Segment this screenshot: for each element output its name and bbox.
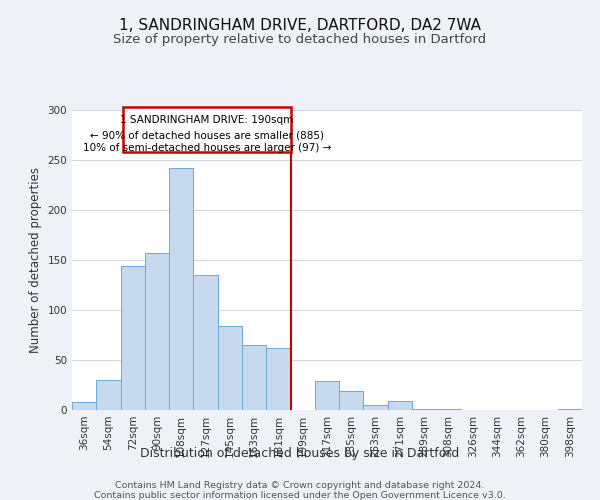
Text: 1, SANDRINGHAM DRIVE, DARTFORD, DA2 7WA: 1, SANDRINGHAM DRIVE, DARTFORD, DA2 7WA bbox=[119, 18, 481, 32]
Text: Contains HM Land Registry data © Crown copyright and database right 2024.: Contains HM Land Registry data © Crown c… bbox=[115, 481, 485, 490]
Bar bbox=[169, 168, 193, 410]
Bar bbox=[121, 266, 145, 410]
Text: Distribution of detached houses by size in Dartford: Distribution of detached houses by size … bbox=[140, 448, 460, 460]
Y-axis label: Number of detached properties: Number of detached properties bbox=[29, 167, 42, 353]
Bar bbox=[339, 391, 364, 410]
Bar bbox=[96, 380, 121, 410]
Bar bbox=[388, 401, 412, 410]
Bar bbox=[558, 409, 582, 410]
Bar bbox=[412, 409, 436, 410]
Text: 10% of semi-detached houses are larger (97) →: 10% of semi-detached houses are larger (… bbox=[83, 143, 331, 153]
Bar bbox=[193, 275, 218, 410]
Text: ← 90% of detached houses are smaller (885): ← 90% of detached houses are smaller (88… bbox=[90, 130, 324, 140]
Bar bbox=[145, 253, 169, 410]
Text: 1 SANDRINGHAM DRIVE: 190sqm: 1 SANDRINGHAM DRIVE: 190sqm bbox=[120, 115, 293, 125]
Bar bbox=[364, 405, 388, 410]
Text: Contains public sector information licensed under the Open Government Licence v3: Contains public sector information licen… bbox=[94, 491, 506, 500]
Bar bbox=[436, 409, 461, 410]
Bar bbox=[218, 326, 242, 410]
Bar bbox=[266, 348, 290, 410]
FancyBboxPatch shape bbox=[123, 107, 290, 152]
Text: Size of property relative to detached houses in Dartford: Size of property relative to detached ho… bbox=[113, 32, 487, 46]
Bar bbox=[242, 345, 266, 410]
Bar bbox=[72, 402, 96, 410]
Bar bbox=[315, 381, 339, 410]
